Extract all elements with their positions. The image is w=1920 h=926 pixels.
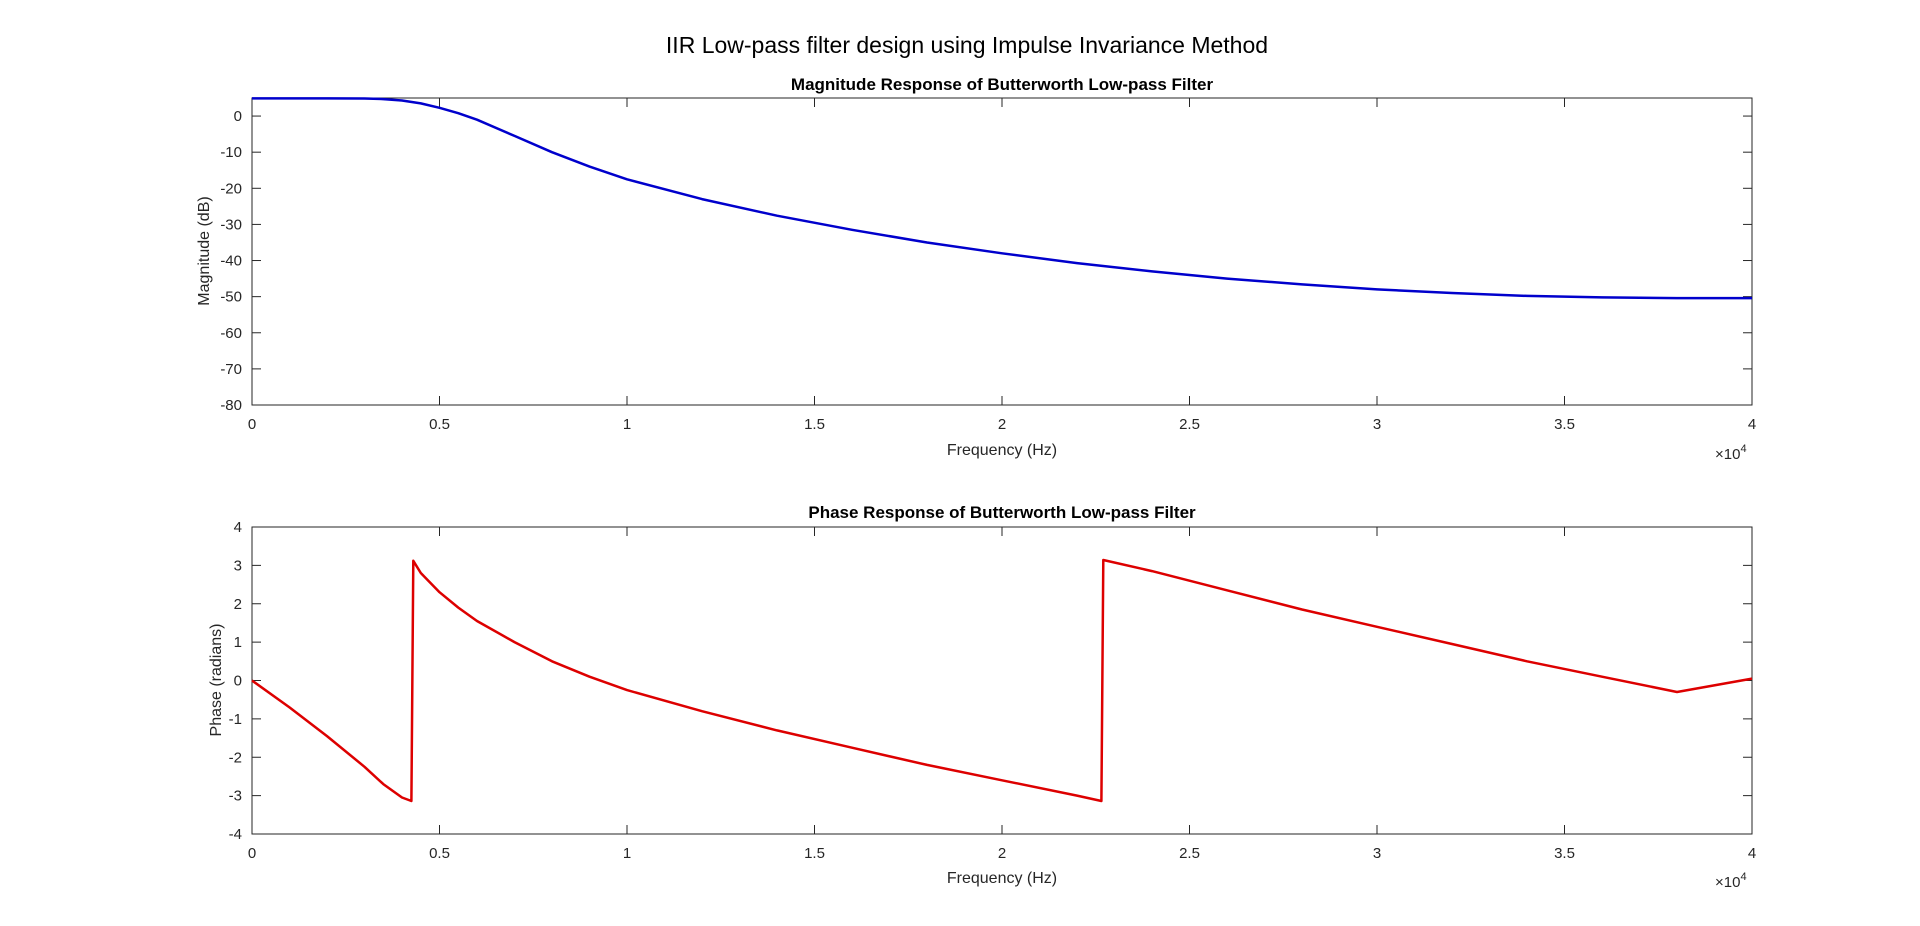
y-tick-label: 1 <box>234 634 242 651</box>
x-tick-label: 1.5 <box>804 845 825 862</box>
phase-ticks: 0 0.5 1 1.5 2 2.5 3 3.5 4 4 3 2 1 0 -1 -2 -3 -4 <box>229 519 1757 862</box>
y-tick-label: -1 <box>229 711 242 728</box>
y-tick-label: -30 <box>220 216 242 233</box>
x-tick-label: 0.5 <box>429 416 450 433</box>
y-tick-label: 2 <box>234 596 242 613</box>
y-tick-label: 4 <box>234 519 242 536</box>
magnitude-xlabel: Frequency (Hz) <box>947 442 1057 459</box>
y-tick-label: -3 <box>229 788 242 805</box>
y-tick-label: -20 <box>220 180 242 197</box>
y-tick-label: -70 <box>220 361 242 378</box>
y-tick-label: -40 <box>220 253 242 270</box>
y-tick-label: -80 <box>220 397 242 414</box>
magnitude-series <box>252 97 1752 300</box>
phase-series <box>251 558 1753 803</box>
x-tick-label: 2.5 <box>1179 416 1200 433</box>
phase-xlabel: Frequency (Hz) <box>947 870 1057 887</box>
x-tick-label: 3.5 <box>1554 845 1575 862</box>
x-tick-label: 0 <box>248 416 256 433</box>
y-tick-label: -4 <box>229 826 242 843</box>
x-tick-label: 2 <box>998 845 1006 862</box>
x-tick-label: 3 <box>1373 416 1381 433</box>
magnitude-x-multiplier: ×104 <box>1715 443 1747 463</box>
phase-subplot: Phase Response of Butterworth Low-pass F… <box>208 503 1756 891</box>
magnitude-line <box>252 97 1752 300</box>
magnitude-plot-title: Magnitude Response of Butterworth Low-pa… <box>791 75 1214 94</box>
x-tick-label: 2.5 <box>1179 845 1200 862</box>
x-tick-label: 0 <box>248 845 256 862</box>
phase-ylabel: Phase (radians) <box>208 624 225 737</box>
phase-plot-title: Phase Response of Butterworth Low-pass F… <box>808 503 1196 522</box>
x-tick-label: 4 <box>1748 845 1756 862</box>
y-tick-label: 0 <box>234 108 242 125</box>
y-tick-label: 3 <box>234 557 242 574</box>
y-tick-label: -2 <box>229 749 242 766</box>
figure-title: IIR Low-pass filter design using Impulse… <box>666 32 1268 58</box>
phase-line <box>251 558 1753 803</box>
x-tick-label: 0.5 <box>429 845 450 862</box>
magnitude-ticks: 0 0.5 1 1.5 2 2.5 3 3.5 4 0 -10 -20 -30 -40 -50 -60 -70 -… <box>220 98 1756 433</box>
magnitude-axes-box <box>251 97 1753 406</box>
magnitude-ylabel: Magnitude (dB) <box>196 196 213 305</box>
x-tick-label: 1.5 <box>804 416 825 433</box>
phase-axes-box <box>251 526 1753 835</box>
y-tick-label: -60 <box>220 325 242 342</box>
x-tick-label: 3 <box>1373 845 1381 862</box>
y-tick-label: -10 <box>220 144 242 161</box>
y-tick-label: -50 <box>220 289 242 306</box>
x-tick-label: 1 <box>623 845 631 862</box>
magnitude-subplot: Magnitude Response of Butterworth Low-pa… <box>196 75 1756 463</box>
phase-x-multiplier: ×104 <box>1715 871 1747 891</box>
y-tick-label: 0 <box>234 673 242 690</box>
x-tick-label: 3.5 <box>1554 416 1575 433</box>
x-tick-label: 4 <box>1748 416 1756 433</box>
x-tick-label: 1 <box>623 416 631 433</box>
x-tick-label: 2 <box>998 416 1006 433</box>
